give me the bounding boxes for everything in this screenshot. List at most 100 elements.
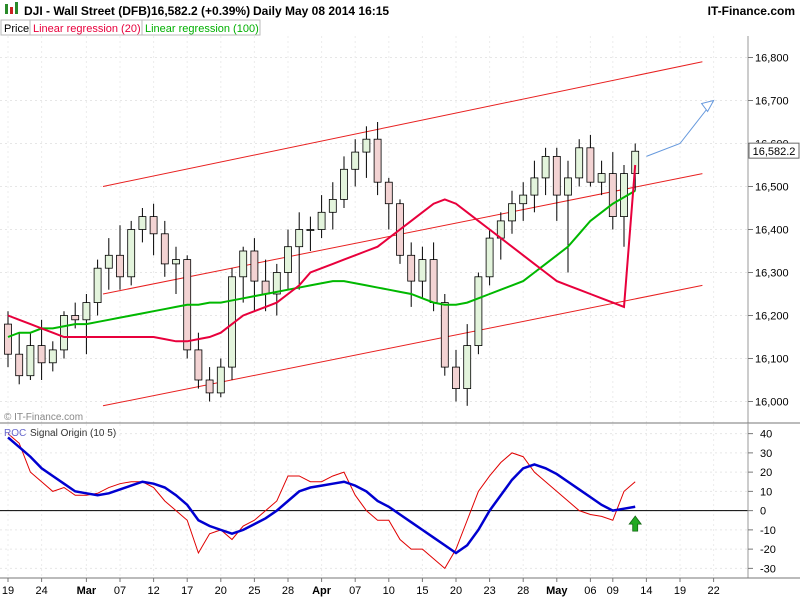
roc-tick-label: 10 [760,486,772,498]
date-tick-label: 22 [707,585,719,597]
candle [15,332,24,385]
candle [306,216,315,251]
candle-body [172,259,180,265]
candle-body [60,315,68,351]
candle-body [340,168,348,200]
roc-gridlines [0,433,748,569]
candle-body [586,147,595,183]
brand-label: IT-Finance.com [708,4,795,18]
date-tick-label: 07 [114,585,126,597]
roc-tick-label: 40 [760,429,772,441]
candle-body [362,138,371,153]
candle-body [261,280,270,295]
candle-body [384,181,393,205]
price-tick-labels: 16,00016,10016,20016,30016,40016,50016,6… [748,53,789,409]
date-tick-label: 10 [383,585,395,597]
candle-body [284,246,292,273]
candle [452,349,460,402]
price-tick-label: 16,500 [755,182,789,194]
roc-signal-line [7,436,636,555]
candle-body [351,151,360,170]
roc-tick-label: 0 [760,506,766,518]
date-tick-labels: 19 24 Mar 07 12 17 20 25 28 Apr 07 10 15 20 23 28 May 06 0… [2,578,720,597]
candle-body [373,138,382,183]
candle [160,220,169,277]
period-label: Daily [253,4,282,18]
candle [93,259,102,316]
channel-lower-line [102,284,703,407]
date-tick-label: 06 [584,585,596,597]
candle [138,208,147,243]
legend-price[interactable]: Price [4,23,29,35]
candle [4,311,12,368]
date-tick-label: 20 [450,585,462,597]
legend-lr20[interactable]: Linear regression (20) [33,23,141,35]
candle-body [71,315,80,321]
candle [373,122,382,196]
date-tick-label: 19 [674,585,686,597]
candle [440,294,449,376]
date-tick-label: 25 [248,585,260,597]
candle-body [194,349,203,381]
roc-tick-label: 20 [760,467,772,479]
candle [149,203,158,256]
candle [328,182,337,230]
candle [116,225,124,290]
candle [48,341,57,372]
candle [183,255,192,359]
current-price-label: 16,582.2 [753,146,796,158]
date-tick-label: 28 [282,585,294,597]
candle-body [48,349,57,364]
candle-body [530,177,539,196]
candle-body [127,229,136,278]
date-tick-label: May [546,585,568,597]
date-tick-label: 12 [147,585,159,597]
current-price-box [748,142,800,159]
candle-body [15,353,24,377]
roc-vertical-gridlines [7,424,715,578]
projection-arrowhead-icon [700,99,715,113]
date-tick-label: 09 [607,585,619,597]
candle-body [429,259,438,304]
roc-legend-label: ROC [4,428,26,439]
legend-lr100-box[interactable] [141,19,261,36]
green-up-arrow-icon [628,515,643,532]
quote-value: 16,582.2 (+0.39%) [151,4,250,18]
candle [60,311,68,359]
roc-legend-rest: Signal Origin (10 5) [30,428,116,439]
candles [4,122,640,406]
candle-body [272,272,281,295]
price-tick-label: 16,100 [755,354,789,366]
candle-body [4,323,12,355]
symbol-title: DJI - Wall Street (DFB) [24,4,151,18]
price-plot-area [0,36,748,423]
app-logo-icon [5,2,18,14]
candle [552,147,561,221]
roc-tick-label: 30 [760,448,772,460]
roc-lines [7,433,636,570]
candle [564,160,572,273]
candle [519,182,528,221]
candle [127,220,136,286]
candle [250,238,259,312]
current-price-tag: 16,582.2 [748,142,800,159]
candle [608,152,617,230]
roc-tick-label: -30 [760,563,776,575]
date-tick-label: 23 [483,585,495,597]
candle-body [519,194,528,205]
price-tick-label: 16,700 [755,96,789,108]
price-panel: © IT-Finance.com [0,36,748,423]
date-tick-label: 28 [517,585,529,597]
datetime-label: May 08 2014 16:15 [285,4,389,18]
candle [407,242,416,307]
candle-body [608,173,617,218]
candle [194,332,203,389]
legend-lr100[interactable]: Linear regression (100) [145,23,259,35]
candle [474,272,483,355]
candle-body [317,211,326,230]
date-tick-label: 20 [215,585,227,597]
candle-body [508,203,516,222]
candle-body [474,276,483,346]
